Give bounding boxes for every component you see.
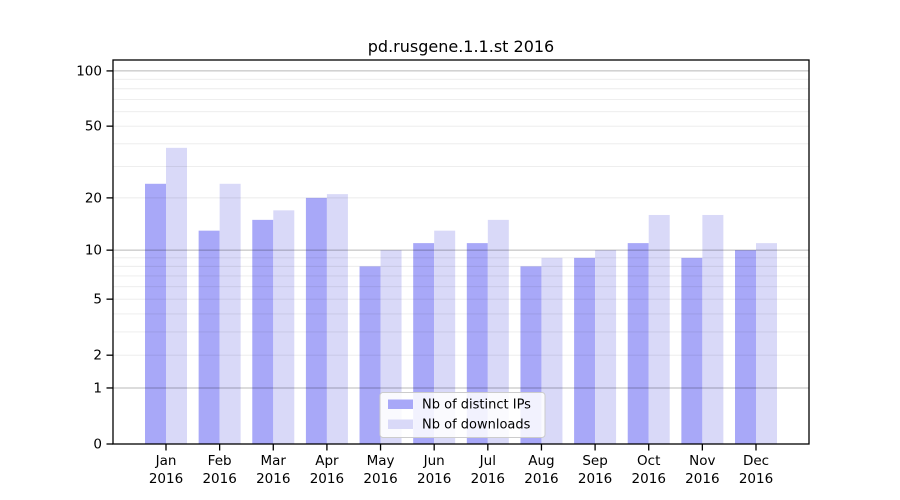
bar-downloads-feb bbox=[219, 183, 241, 444]
x-tick-label-year: 2016 bbox=[363, 471, 397, 487]
x-tick-label-year: 2016 bbox=[471, 471, 505, 487]
x-tick-label-month: Feb bbox=[208, 453, 232, 469]
bar-downloads-nov bbox=[702, 214, 724, 444]
legend-swatch-downloads bbox=[388, 419, 413, 429]
y-tick-label: 50 bbox=[85, 119, 102, 135]
bar-distinct-ips-feb bbox=[198, 230, 220, 444]
x-tick-label-year: 2016 bbox=[256, 471, 290, 487]
x-tick-label-year: 2016 bbox=[524, 471, 558, 487]
bar-downloads-oct bbox=[648, 214, 670, 444]
plot-frame bbox=[112, 59, 810, 445]
x-tick-label-year: 2016 bbox=[578, 471, 612, 487]
bar-distinct-ips-nov bbox=[681, 257, 703, 444]
bar-distinct-ips-jan bbox=[145, 183, 166, 444]
bar-downloads-sep bbox=[595, 250, 617, 444]
bar-downloads-dec bbox=[756, 243, 777, 444]
y-tick-label: 100 bbox=[76, 63, 102, 79]
x-tick-label-month: Sep bbox=[582, 453, 607, 469]
y-tick-label: 1 bbox=[93, 380, 102, 396]
x-tick-label-month: Oct bbox=[637, 453, 660, 469]
bar-distinct-ips-may bbox=[359, 266, 381, 444]
bar-distinct-ips-mar bbox=[252, 219, 274, 444]
x-tick-label-month: May bbox=[367, 453, 395, 469]
bar-distinct-ips-oct bbox=[627, 243, 649, 444]
x-tick-label-year: 2016 bbox=[739, 471, 773, 487]
y-tick-label: 20 bbox=[85, 190, 102, 206]
x-tick-label-month: Nov bbox=[689, 453, 715, 469]
legend-label-distinct_ips: Nb of distinct IPs bbox=[422, 398, 531, 413]
x-tick-label-year: 2016 bbox=[685, 471, 719, 487]
x-tick-label-year: 2016 bbox=[149, 471, 183, 487]
y-tick-label: 5 bbox=[93, 292, 102, 308]
x-tick-label-month: Dec bbox=[743, 453, 769, 469]
x-tick-label-year: 2016 bbox=[417, 471, 451, 487]
bar-downloads-aug bbox=[541, 257, 563, 444]
x-tick-label-month: Apr bbox=[315, 453, 339, 469]
x-tick-label-month: Jul bbox=[479, 453, 496, 469]
bar-downloads-jan bbox=[166, 147, 187, 444]
bar-distinct-ips-sep bbox=[574, 257, 596, 444]
x-tick-label-year: 2016 bbox=[632, 471, 666, 487]
x-tick-label-month: Jun bbox=[423, 453, 445, 469]
x-tick-label-month: Jan bbox=[155, 453, 177, 469]
x-tick-label-year: 2016 bbox=[310, 471, 344, 487]
y-tick-label: 2 bbox=[93, 348, 102, 364]
legend-swatch-distinct_ips bbox=[388, 399, 413, 409]
x-tick-label-month: Aug bbox=[528, 453, 554, 469]
bar-distinct-ips-apr bbox=[305, 197, 327, 444]
legend-box bbox=[379, 392, 546, 438]
chart-title: pd.rusgene.1.1.st 2016 bbox=[368, 37, 554, 56]
x-tick-label-year: 2016 bbox=[202, 471, 236, 487]
bar-distinct-ips-dec bbox=[735, 250, 756, 444]
bar-downloads-jul bbox=[487, 219, 509, 444]
bar-downloads-apr bbox=[326, 194, 348, 444]
x-tick-label-month: Mar bbox=[261, 453, 287, 469]
y-tick-label: 0 bbox=[93, 437, 102, 453]
y-tick-label: 10 bbox=[85, 243, 102, 259]
legend-label-downloads: Nb of downloads bbox=[422, 418, 531, 433]
bar-downloads-jun bbox=[434, 230, 456, 444]
bar-downloads-mar bbox=[273, 210, 295, 444]
